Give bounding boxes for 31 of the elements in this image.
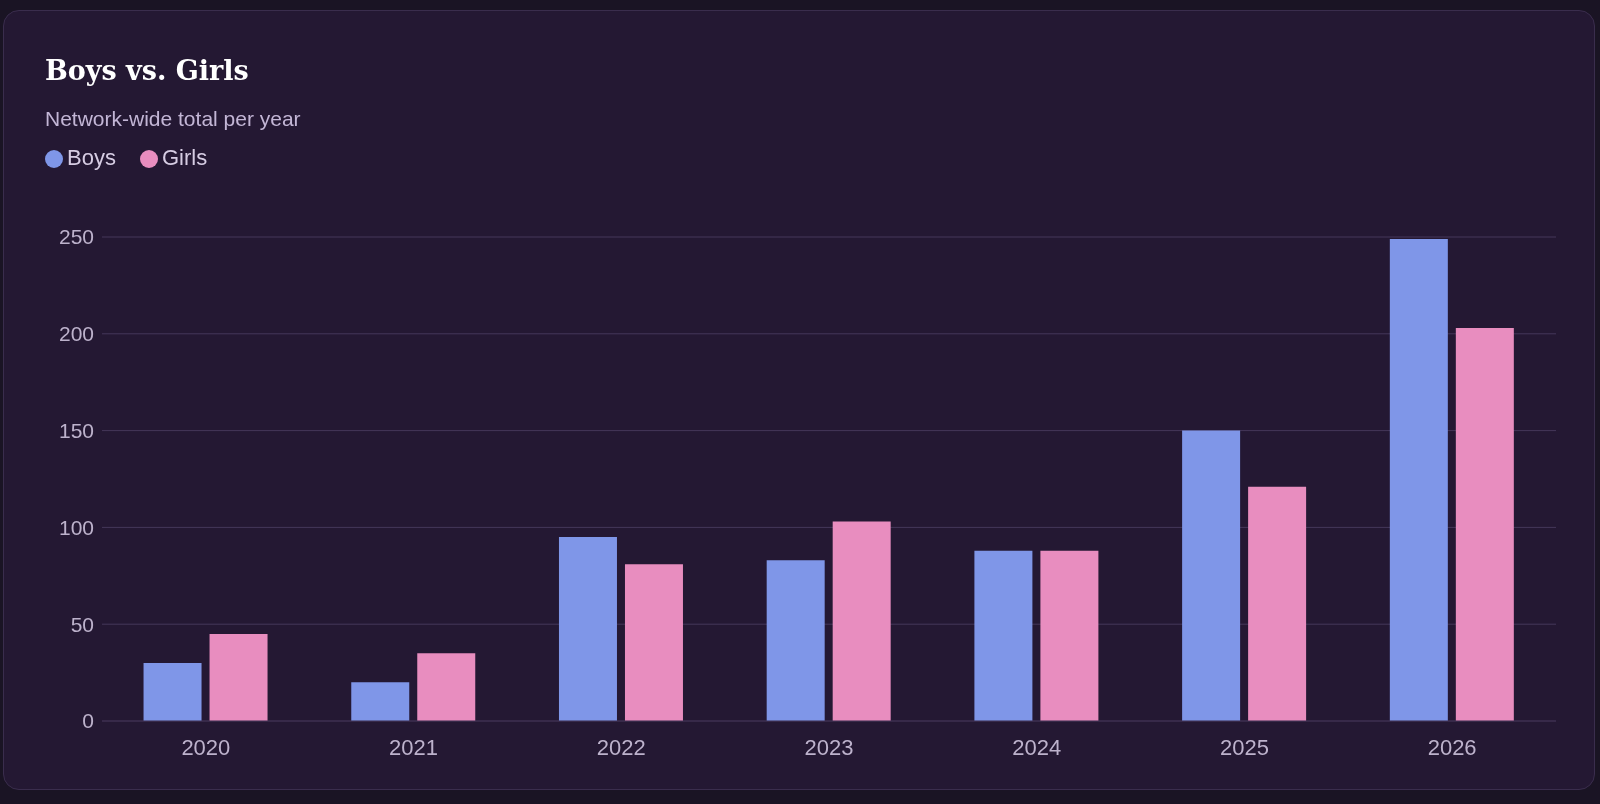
bar	[832, 521, 891, 721]
y-tick-label: 150	[58, 419, 94, 443]
bar	[351, 682, 410, 721]
bar	[1182, 430, 1241, 721]
bar	[1455, 327, 1514, 721]
x-tick-label: 2024	[1012, 734, 1062, 760]
x-tick-label: 2020	[181, 734, 231, 760]
y-tick-label: 200	[58, 322, 94, 346]
chart-title: Boys vs. Girls	[45, 55, 249, 86]
y-tick-label: 0	[82, 709, 94, 733]
bar	[143, 662, 202, 721]
bar	[1389, 238, 1448, 721]
x-tick-label: 2025	[1219, 734, 1269, 760]
x-tick-label: 2023	[804, 734, 854, 760]
x-tick-label: 2022	[596, 734, 646, 760]
bar	[417, 653, 476, 721]
bar	[558, 537, 617, 721]
bar	[766, 560, 825, 721]
legend-label: Girls	[161, 145, 208, 170]
chart-subtitle: Network-wide total per year	[45, 107, 301, 131]
bar	[209, 633, 268, 721]
bar	[1040, 550, 1099, 721]
legend-label: Boys	[67, 145, 116, 170]
x-tick-label: 2021	[389, 734, 439, 760]
bar	[1248, 486, 1307, 721]
y-tick-label: 50	[70, 612, 94, 636]
bar	[974, 550, 1033, 721]
y-tick-label: 100	[58, 515, 94, 539]
bar	[624, 564, 683, 721]
x-tick-label: 2026	[1427, 734, 1477, 760]
y-tick-label: 250	[58, 225, 94, 249]
